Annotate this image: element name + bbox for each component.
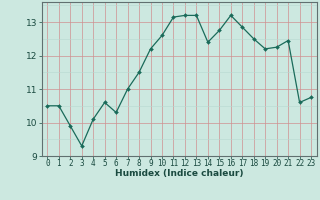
X-axis label: Humidex (Indice chaleur): Humidex (Indice chaleur) [115, 169, 244, 178]
